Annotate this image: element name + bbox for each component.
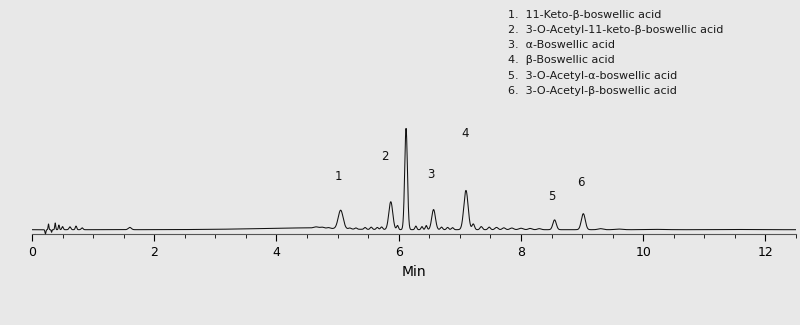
Text: 3: 3 bbox=[427, 168, 434, 181]
Text: 2: 2 bbox=[382, 150, 389, 163]
Text: 1.  11-Keto-β-boswellic acid
2.  3-O-Acetyl-11-keto-β-boswellic acid
3.  α-Boswe: 1. 11-Keto-β-boswellic acid 2. 3-O-Acety… bbox=[508, 10, 723, 96]
Text: 1: 1 bbox=[335, 170, 342, 183]
Text: 6: 6 bbox=[577, 176, 585, 189]
X-axis label: Min: Min bbox=[402, 265, 426, 279]
Text: 5: 5 bbox=[548, 190, 555, 203]
Text: 4: 4 bbox=[461, 127, 469, 140]
